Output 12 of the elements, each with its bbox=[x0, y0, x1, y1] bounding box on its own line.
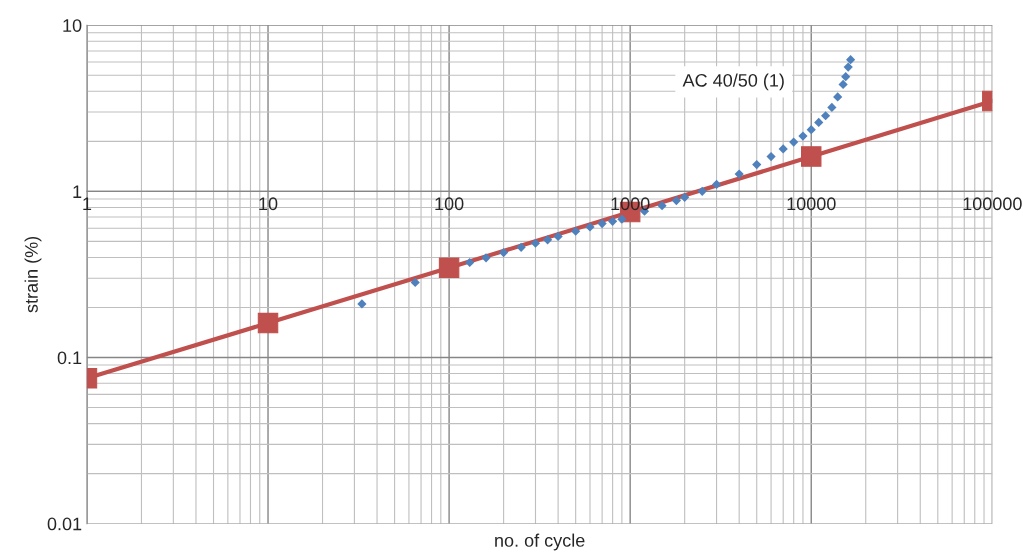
text: AC 40/50 (1) bbox=[682, 73, 784, 91]
x-tick-label: 10 bbox=[259, 197, 278, 211]
y-axis-title: strain (%) bbox=[24, 236, 42, 313]
y-tick-label: 0.01 bbox=[47, 517, 82, 531]
x-tick-label: 100 bbox=[435, 197, 464, 211]
y-tick-label: 1 bbox=[73, 185, 82, 198]
x-tick-label: 100000 bbox=[963, 197, 1022, 211]
y-tick-label: 0.1 bbox=[57, 351, 82, 365]
x-tick-label: 1 bbox=[83, 197, 92, 210]
x-tick-label: 10000 bbox=[787, 197, 836, 211]
y-tick-label: 10 bbox=[63, 19, 82, 32]
x-axis-title: no. of cycle bbox=[495, 533, 585, 551]
